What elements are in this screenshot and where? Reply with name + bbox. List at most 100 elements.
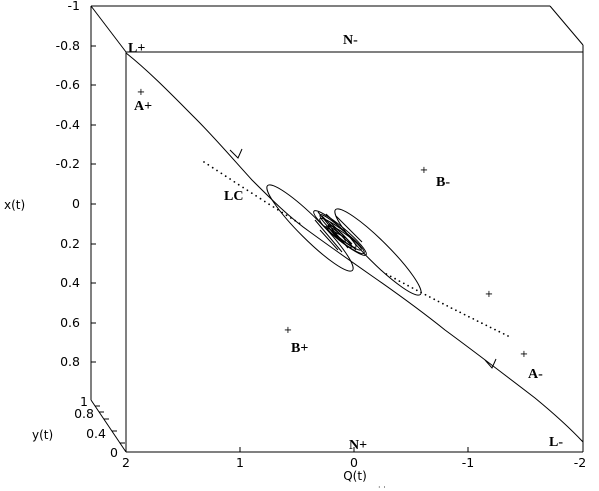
trajectory-dot xyxy=(290,217,292,219)
x-tick-label: 0.4 xyxy=(60,275,80,290)
x-tick-label: 0.2 xyxy=(60,236,80,251)
trajectory-dot xyxy=(442,302,444,305)
trajectory-dot xyxy=(263,200,266,203)
trajectory-dot xyxy=(268,203,270,206)
y-axis-tick-labels: 1 0.8 0.4 0 xyxy=(74,394,118,460)
label-A-plus: A+ xyxy=(134,99,152,114)
label-N-plus: N+ xyxy=(349,438,367,453)
trajectory-dot xyxy=(242,186,245,189)
box-edge-top-left xyxy=(90,5,127,53)
x-tick-label: -0.2 xyxy=(56,156,80,171)
trajectory-dot xyxy=(224,175,227,178)
trajectory-dot xyxy=(489,326,492,329)
trajectory-dot xyxy=(424,293,427,296)
point-marker: + xyxy=(420,165,428,176)
trajectory-dot xyxy=(250,192,253,195)
box-edge-top-right xyxy=(549,5,584,46)
point-marker: + xyxy=(137,87,145,98)
point-marker: + xyxy=(485,289,493,300)
trajectory-dot xyxy=(237,183,240,186)
q-tick-label: -1 xyxy=(462,455,474,470)
trajectory-dot xyxy=(233,181,236,183)
x-tick-label: 0.8 xyxy=(60,354,80,369)
trajectory-dot xyxy=(294,219,297,222)
y-axis-ticks xyxy=(95,405,125,444)
x-axis-label: x(t) xyxy=(4,198,25,212)
outer-ellipse-left xyxy=(266,184,354,272)
q-axis-ticks xyxy=(125,447,584,452)
trajectory-dot xyxy=(472,318,475,320)
q-tick-label: 2 xyxy=(122,455,130,470)
separatrix-curve xyxy=(125,52,584,443)
trajectory-dot xyxy=(494,328,496,331)
trajectory-dot xyxy=(476,320,479,322)
direction-arrow xyxy=(229,148,243,159)
trajectory-dot xyxy=(203,161,205,163)
trajectory-dot xyxy=(216,169,218,172)
trajectory-dot xyxy=(220,172,223,175)
page-mark: · · xyxy=(378,483,386,491)
trajectory-dot xyxy=(415,289,418,292)
q-tick-label: 0 xyxy=(350,455,358,470)
trajectory-dot xyxy=(437,300,440,303)
trajectory-dot xyxy=(507,335,509,337)
trajectory-dot xyxy=(246,189,249,192)
label-B-minus: B- xyxy=(436,175,450,190)
trajectory-dot xyxy=(272,206,275,208)
y-tick-label: 0.8 xyxy=(74,406,94,421)
trajectory-dot xyxy=(468,315,470,318)
point-marker: + xyxy=(520,349,528,360)
trajectory-dot xyxy=(459,311,462,314)
label-LC: LC xyxy=(224,189,243,204)
equilibrium-markers: + + + + + xyxy=(137,87,528,360)
trajectory-dot xyxy=(428,296,431,298)
trajectory-dot xyxy=(463,313,466,316)
trajectory-dot xyxy=(455,309,457,312)
outer-ellipse-right xyxy=(334,208,422,296)
trajectory-dot xyxy=(407,284,409,287)
trajectory-dot xyxy=(402,282,405,285)
trajectory-dot xyxy=(485,324,488,327)
q-axis-tick-labels: 2 1 0 -1 -2 xyxy=(122,455,586,470)
x-tick-label: -1 xyxy=(68,0,80,13)
q-tick-label: 1 xyxy=(236,455,244,470)
trajectory-dot xyxy=(398,280,401,282)
trajectory-dot xyxy=(298,222,301,225)
label-A-minus: A- xyxy=(528,367,543,382)
trajectory-dot xyxy=(394,277,396,280)
x-tick-label: -0.8 xyxy=(56,38,80,53)
label-B-plus: B+ xyxy=(291,341,308,356)
y-axis-label: y(t) xyxy=(32,428,53,442)
trajectory-dot xyxy=(446,305,449,307)
x-axis-tick-labels: -1 -0.8 -0.6 -0.4 -0.2 0 0.2 0.4 0.6 0.8 xyxy=(56,0,80,369)
trajectory-dot xyxy=(211,166,214,169)
trajectory-dot xyxy=(255,195,257,197)
trajectory-dot xyxy=(498,330,501,333)
dotted-trajectory xyxy=(203,161,509,337)
trajectory-dot xyxy=(259,197,262,200)
spiral-core xyxy=(314,211,363,253)
trajectory-dot xyxy=(450,307,453,309)
trajectory-dot xyxy=(229,178,232,180)
trajectory-dot xyxy=(207,163,210,166)
y-tick-label: 0.4 xyxy=(86,426,106,441)
q-tick-label: -2 xyxy=(574,455,586,470)
label-N-minus: N- xyxy=(343,33,358,48)
direction-arrow xyxy=(484,358,497,369)
x-tick-label: -0.4 xyxy=(56,117,80,132)
x-tick-label: -0.6 xyxy=(56,77,80,92)
q-axis-label: Q(t) xyxy=(343,469,367,483)
trajectory-dot xyxy=(433,298,436,301)
label-L-plus: L+ xyxy=(128,41,145,56)
x-axis-ticks xyxy=(91,5,96,363)
x-tick-label: 0 xyxy=(72,196,80,211)
label-L-minus: L- xyxy=(549,435,563,450)
trajectory-dot xyxy=(481,322,483,325)
y-tick-label: 1 xyxy=(80,394,88,409)
trajectory-dot xyxy=(411,287,414,289)
trajectory-dot xyxy=(389,275,392,278)
trajectory-dot xyxy=(285,214,288,217)
trajectory-dot xyxy=(502,333,505,335)
y-tick-label: 0 xyxy=(110,445,118,460)
